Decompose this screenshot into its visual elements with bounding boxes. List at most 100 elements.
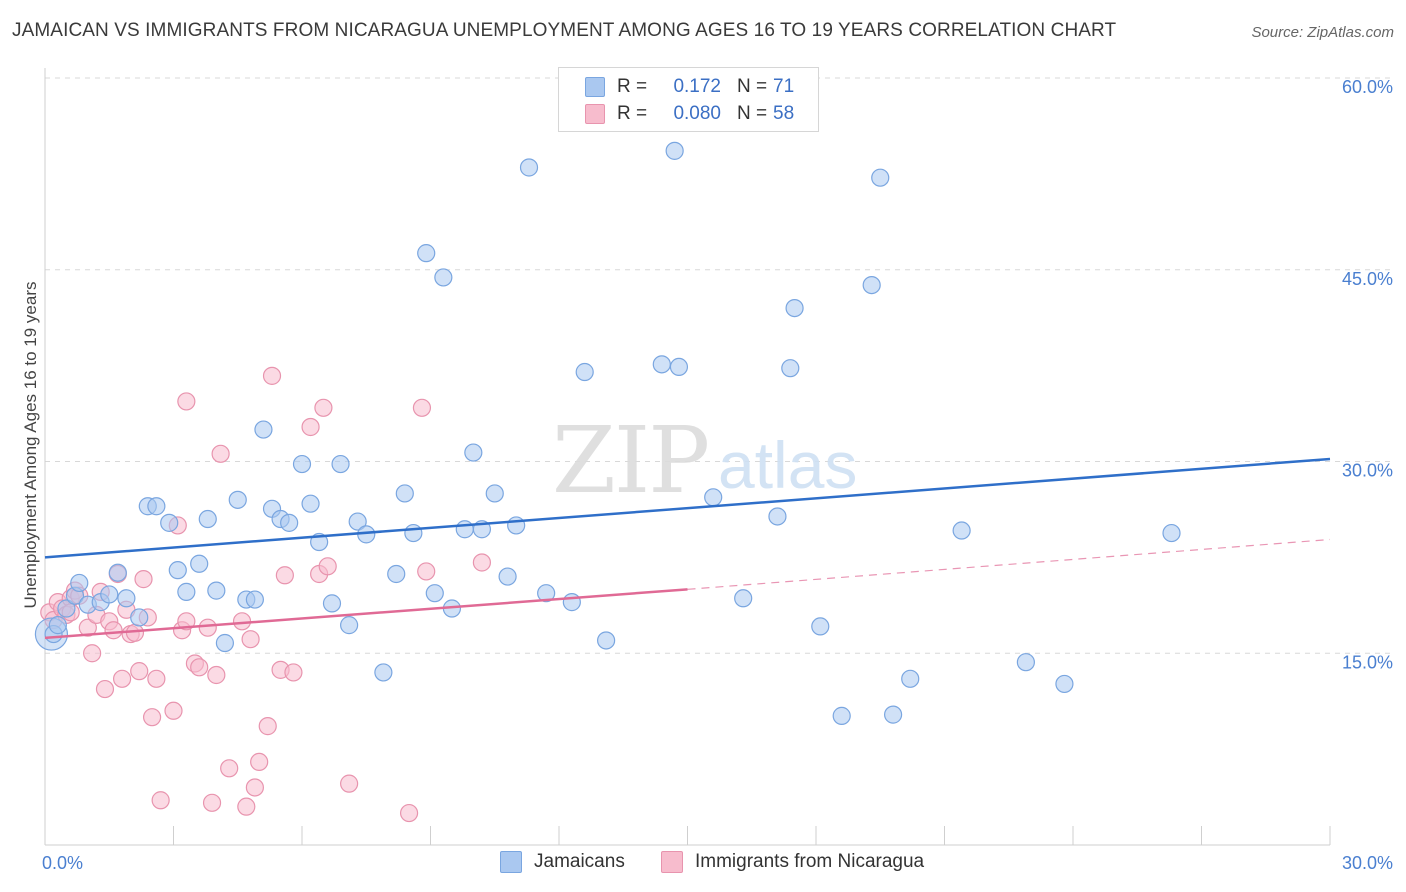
data-point-jamaicans	[417, 244, 436, 263]
data-point-jamaicans	[198, 509, 217, 529]
data-point-jamaicans	[901, 669, 920, 688]
data-point-jamaicans	[387, 564, 406, 584]
data-point-nicaragua	[134, 570, 153, 589]
legend-item-nicaragua[interactable]: Immigrants from Nicaragua	[661, 851, 924, 873]
trend-line-nicaragua-extension	[687, 538, 1331, 590]
data-point-jamaicans	[301, 494, 320, 513]
data-point-jamaicans	[883, 705, 903, 724]
data-point-jamaicans	[785, 299, 804, 318]
y-axis-label: Unemployment Among Ages 16 to 19 years	[21, 282, 40, 609]
watermark-zip: ZIP	[552, 407, 708, 514]
data-point-nicaragua	[151, 791, 170, 810]
legend-n-label: N =	[737, 103, 768, 124]
data-point-jamaicans	[48, 616, 67, 635]
data-point-jamaicans	[704, 488, 723, 507]
data-point-nicaragua	[472, 553, 491, 572]
axes	[44, 68, 1331, 846]
jamaican-points	[34, 141, 1181, 725]
gridlines	[45, 77, 1395, 654]
legend-r-label: R =	[617, 103, 648, 124]
data-point-jamaicans	[768, 507, 787, 526]
data-point-nicaragua	[95, 679, 115, 699]
data-point-nicaragua	[412, 398, 432, 417]
legend-swatch-jamaicans	[500, 851, 522, 873]
y-tick-label: 15.0%	[1342, 652, 1393, 672]
data-point-jamaicans	[832, 706, 851, 725]
y-tick-label: 30.0%	[1342, 461, 1393, 481]
data-point-nicaragua	[164, 701, 183, 720]
data-point-jamaicans	[404, 523, 423, 543]
data-point-jamaicans	[1055, 674, 1074, 694]
data-point-jamaicans	[1162, 523, 1181, 543]
data-point-nicaragua	[232, 612, 252, 631]
data-point-jamaicans	[395, 484, 414, 503]
data-point-nicaragua	[318, 557, 337, 576]
legend-n-label: N =	[737, 76, 768, 97]
data-point-nicaragua	[142, 708, 162, 727]
data-point-jamaicans	[190, 554, 209, 573]
data-point-jamaicans	[70, 573, 89, 593]
legend-n-value: 58	[773, 103, 795, 124]
watermark: ZIP atlas	[552, 407, 857, 514]
y-tick-label: 45.0%	[1342, 269, 1393, 289]
trend-lines	[44, 457, 1331, 640]
data-point-nicaragua	[207, 665, 226, 685]
data-point-nicaragua	[198, 618, 217, 637]
data-point-jamaicans	[464, 443, 483, 462]
data-point-jamaicans	[147, 497, 166, 516]
data-point-nicaragua	[78, 618, 97, 637]
stats-legend: R = 0.172 N = 71 R = 0.080 N = 58	[558, 67, 819, 132]
x-tick-label: 0.0%	[42, 853, 83, 873]
data-point-jamaicans	[485, 484, 504, 503]
data-point-jamaicans	[1016, 653, 1035, 672]
y-tick-label: 60.0%	[1342, 77, 1393, 97]
legend-row-nicaragua: R = 0.080 N = 58	[585, 99, 794, 129]
data-point-jamaicans	[434, 268, 453, 287]
data-point-jamaicans	[562, 593, 581, 612]
data-point-jamaicans	[374, 663, 393, 682]
data-point-jamaicans	[177, 582, 196, 601]
trend-line-nicaragua	[44, 588, 688, 640]
legend-row-jamaicans: R = 0.172 N = 71	[585, 72, 794, 102]
data-point-nicaragua	[237, 797, 256, 816]
data-point-nicaragua	[241, 630, 260, 649]
data-point-jamaicans	[108, 563, 127, 582]
data-point-jamaicans	[322, 594, 342, 613]
data-point-jamaicans	[862, 275, 881, 295]
data-point-nicaragua	[262, 366, 282, 385]
legend-label-jamaicans: Jamaicans	[534, 851, 625, 872]
data-point-nicaragua	[399, 803, 419, 823]
data-point-nicaragua	[417, 562, 436, 581]
data-point-nicaragua	[147, 669, 166, 688]
source-credit: Source: ZipAtlas.com	[1251, 24, 1394, 41]
legend-r-value: 0.172	[673, 76, 721, 97]
data-point-jamaicans	[597, 631, 616, 650]
data-point-jamaicans	[245, 590, 264, 609]
data-point-nicaragua	[177, 612, 196, 631]
data-point-jamaicans	[57, 599, 76, 618]
data-point-jamaicans	[952, 521, 971, 540]
data-point-jamaicans	[215, 633, 234, 653]
data-point-jamaicans	[280, 513, 299, 532]
data-point-jamaicans	[652, 355, 671, 374]
data-point-jamaicans	[781, 359, 800, 378]
data-point-nicaragua	[314, 398, 333, 417]
data-point-jamaicans	[871, 168, 890, 187]
data-point-nicaragua	[250, 752, 269, 772]
data-point-jamaicans	[537, 584, 556, 603]
legend-item-jamaicans[interactable]: Jamaicans	[500, 851, 625, 873]
data-point-jamaicans	[160, 513, 179, 532]
data-point-nicaragua	[211, 444, 230, 463]
data-point-jamaicans	[228, 490, 247, 509]
data-point-jamaicans	[455, 520, 474, 539]
data-point-jamaicans	[130, 608, 149, 627]
data-point-nicaragua	[202, 793, 222, 812]
data-point-jamaicans	[507, 516, 526, 535]
data-point-nicaragua	[177, 392, 196, 411]
legend-swatch-nicaragua	[661, 851, 683, 873]
legend-r-label: R =	[617, 76, 648, 97]
chart-title: JAMAICAN VS IMMIGRANTS FROM NICARAGUA UN…	[12, 20, 1117, 41]
data-point-nicaragua	[104, 621, 123, 640]
data-point-jamaicans	[292, 454, 312, 474]
data-point-jamaicans	[498, 567, 517, 586]
